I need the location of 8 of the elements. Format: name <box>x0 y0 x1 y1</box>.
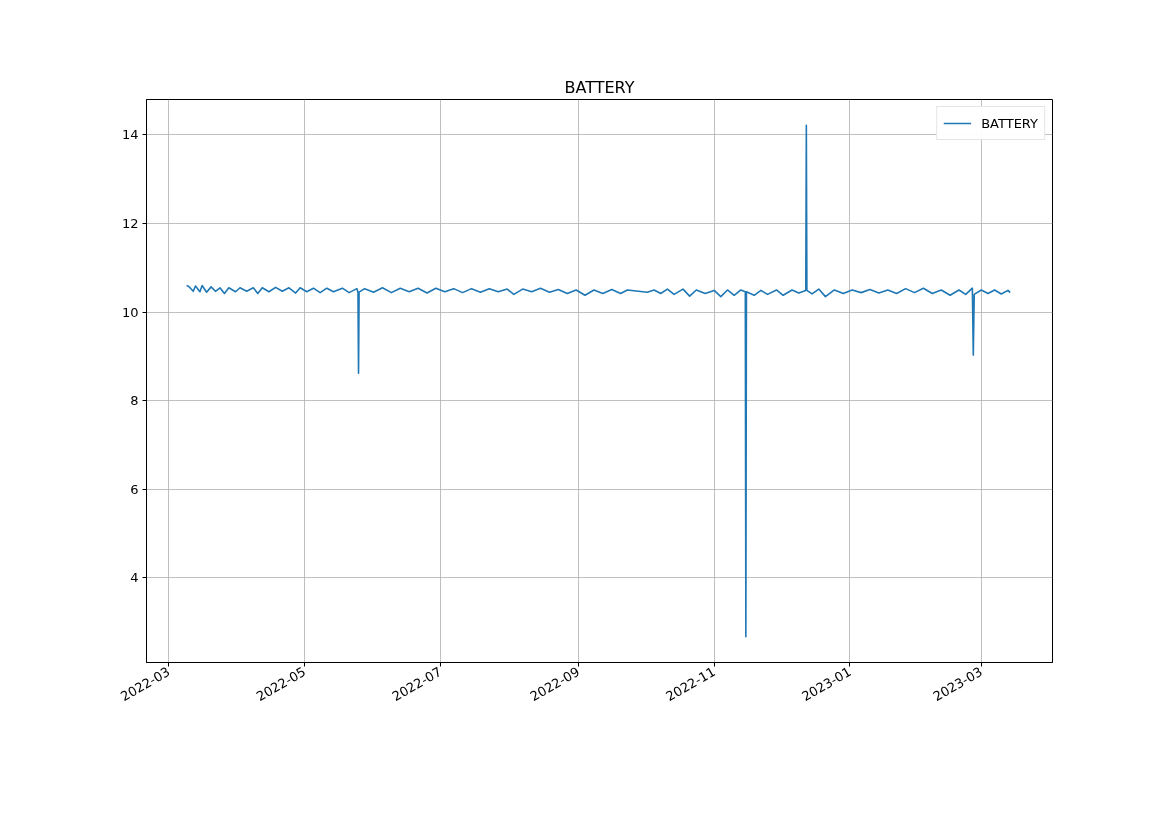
legend-label: BATTERY <box>981 115 1038 131</box>
y-tick-label: 6 <box>130 481 139 497</box>
y-tick-label: 10 <box>121 304 139 320</box>
y-tick-label: 8 <box>130 393 139 409</box>
y-tick-label: 14 <box>121 127 139 143</box>
y-tick-label: 12 <box>121 216 139 232</box>
y-tick-label: 4 <box>130 570 139 586</box>
chart-title: BATTERY <box>564 77 635 97</box>
